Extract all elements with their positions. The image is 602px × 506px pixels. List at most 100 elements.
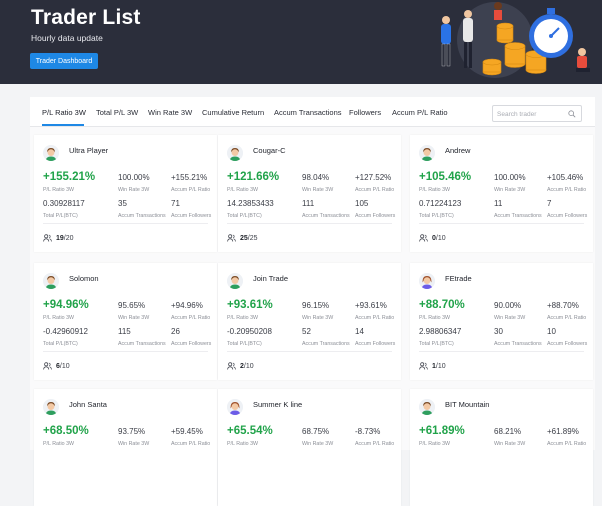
- accum-pl-label: Accum P/L Ratio: [547, 441, 587, 447]
- win-rate-value: 96.15%: [302, 301, 330, 310]
- followers-label: Accum Followers: [355, 213, 396, 219]
- avatar: [227, 399, 243, 415]
- trader-card-4[interactable]: Solomon +94.96% 95.65% +94.96% P/L Ratio…: [34, 263, 217, 380]
- accum-pl-label: Accum P/L Ratio: [547, 187, 587, 193]
- pl-ratio-value: +61.89%: [419, 425, 465, 437]
- active-tab-indicator: [42, 124, 84, 126]
- pl-ratio-value: +94.96%: [43, 299, 89, 311]
- slots-used: 2: [240, 362, 244, 370]
- followers-value: 10: [547, 327, 556, 336]
- avatar: [227, 273, 243, 289]
- win-rate-label: Win Rate 3W: [118, 315, 150, 321]
- avatar: [43, 145, 59, 161]
- trader-dashboard-button[interactable]: Trader Dashboard: [30, 53, 98, 69]
- trader-card-5[interactable]: Join Trade +93.61% 96.15% +93.61% P/L Ra…: [218, 263, 401, 380]
- slots-used: 25: [240, 234, 248, 242]
- follow-slots: 25/25: [227, 234, 258, 242]
- pl-ratio-value: +121.66%: [227, 171, 280, 183]
- avatar-icon: [419, 145, 435, 161]
- followers-label: Accum Followers: [171, 213, 212, 219]
- users-icon: [227, 362, 236, 370]
- pl-ratio-label: P/L Ratio 3W: [43, 187, 75, 193]
- trader-name: Solomon: [69, 274, 99, 283]
- tab-pl-ratio-3w[interactable]: P/L Ratio 3W: [42, 108, 86, 117]
- search-input[interactable]: [497, 108, 567, 120]
- search-icon[interactable]: [568, 110, 576, 118]
- total-pl-value: 2.98806347: [419, 327, 462, 336]
- win-rate-label: Win Rate 3W: [302, 187, 334, 193]
- tab-cumulative-return[interactable]: Cumulative Return: [202, 108, 265, 117]
- win-rate-value: 68.75%: [302, 427, 330, 436]
- transactions-label: Accum Transactions: [494, 341, 542, 347]
- follow-slots: 2/10: [227, 362, 254, 370]
- total-pl-value: -0.42960912: [43, 327, 88, 336]
- win-rate-value: 100.00%: [118, 173, 150, 182]
- accum-pl-label: Accum P/L Ratio: [355, 187, 395, 193]
- tab-total-pl-3w[interactable]: Total P/L 3W: [96, 108, 139, 117]
- tab-accum-pl-ratio[interactable]: Accum P/L Ratio: [392, 108, 448, 117]
- transactions-label: Accum Transactions: [302, 213, 350, 219]
- transactions-value: 115: [118, 327, 131, 336]
- accum-pl-value: +94.96%: [171, 301, 203, 310]
- accum-pl-value: +93.61%: [355, 301, 387, 310]
- avatar: [419, 273, 435, 289]
- total-pl-label: Total P/L(BTC): [419, 341, 454, 347]
- win-rate-label: Win Rate 3W: [494, 315, 526, 321]
- total-pl-label: Total P/L(BTC): [227, 341, 262, 347]
- followers-value: 71: [171, 199, 180, 208]
- trader-name: John Santa: [69, 400, 107, 409]
- pl-ratio-label: P/L Ratio 3W: [419, 441, 451, 447]
- avatar-icon: [227, 273, 243, 289]
- accum-pl-label: Accum P/L Ratio: [171, 315, 211, 321]
- accum-pl-label: Accum P/L Ratio: [355, 441, 395, 447]
- pl-ratio-value: +68.50%: [43, 425, 89, 437]
- avatar-icon: [419, 273, 435, 289]
- followers-value: 26: [171, 327, 180, 336]
- transactions-label: Accum Transactions: [118, 341, 166, 347]
- slots-total: /25: [247, 234, 258, 242]
- win-rate-label: Win Rate 3W: [494, 441, 526, 447]
- slots-used: 0: [432, 234, 436, 242]
- pl-ratio-label: P/L Ratio 3W: [419, 187, 451, 193]
- total-pl-label: Total P/L(BTC): [227, 213, 262, 219]
- trader-card-9[interactable]: BIT Mountain +61.89% 68.21% +61.89% P/L …: [410, 389, 593, 506]
- win-rate-label: Win Rate 3W: [494, 187, 526, 193]
- follow-slots: 0/10: [419, 234, 446, 242]
- users-icon: [419, 234, 428, 242]
- avatar-icon: [419, 399, 435, 415]
- accum-pl-value: +155.21%: [171, 173, 208, 182]
- trader-card-8[interactable]: Summer K line +65.54% 68.75% -8.73% P/L …: [218, 389, 401, 506]
- tab-followers[interactable]: Followers: [349, 108, 382, 117]
- transactions-label: Accum Transactions: [494, 213, 542, 219]
- trader-card-2[interactable]: Cougar-C +121.66% 98.04% +127.52% P/L Ra…: [218, 135, 401, 252]
- transactions-label: Accum Transactions: [302, 341, 350, 347]
- card-divider: [419, 223, 584, 224]
- trader-card-3[interactable]: Andrew +105.46% 100.00% +105.46% P/L Rat…: [410, 135, 593, 252]
- tab-win-rate-3w[interactable]: Win Rate 3W: [148, 108, 193, 117]
- page-subtitle: Hourly data update: [31, 33, 103, 43]
- avatar: [419, 145, 435, 161]
- trader-card-1[interactable]: Ultra Player +155.21% 100.00% +155.21% P…: [34, 135, 217, 252]
- trader-card-7[interactable]: John Santa +68.50% 93.75% +59.45% P/L Ra…: [34, 389, 217, 506]
- total-pl-label: Total P/L(BTC): [43, 213, 78, 219]
- trader-card-6[interactable]: FEtrade +88.70% 90.00% +88.70% P/L Ratio…: [410, 263, 593, 380]
- page-title: Trader List: [31, 6, 141, 29]
- win-rate-value: 68.21%: [494, 427, 522, 436]
- transactions-label: Accum Transactions: [118, 213, 166, 219]
- tab-accum-transactions[interactable]: Accum Transactions: [274, 108, 342, 117]
- win-rate-value: 95.65%: [118, 301, 146, 310]
- pl-ratio-value: +93.61%: [227, 299, 273, 311]
- users-icon: [43, 362, 52, 370]
- accum-pl-value: +61.89%: [547, 427, 579, 436]
- slots-total: /20: [63, 234, 74, 242]
- users-icon: [43, 234, 52, 242]
- followers-label: Accum Followers: [355, 341, 396, 347]
- followers-value: 14: [355, 327, 364, 336]
- accum-pl-value: +127.52%: [355, 173, 392, 182]
- win-rate-label: Win Rate 3W: [302, 441, 334, 447]
- pl-ratio-value: +88.70%: [419, 299, 465, 311]
- followers-label: Accum Followers: [547, 341, 588, 347]
- accum-pl-value: +59.45%: [171, 427, 203, 436]
- slots-total: /10: [435, 362, 446, 370]
- slots-used: 19: [56, 234, 64, 242]
